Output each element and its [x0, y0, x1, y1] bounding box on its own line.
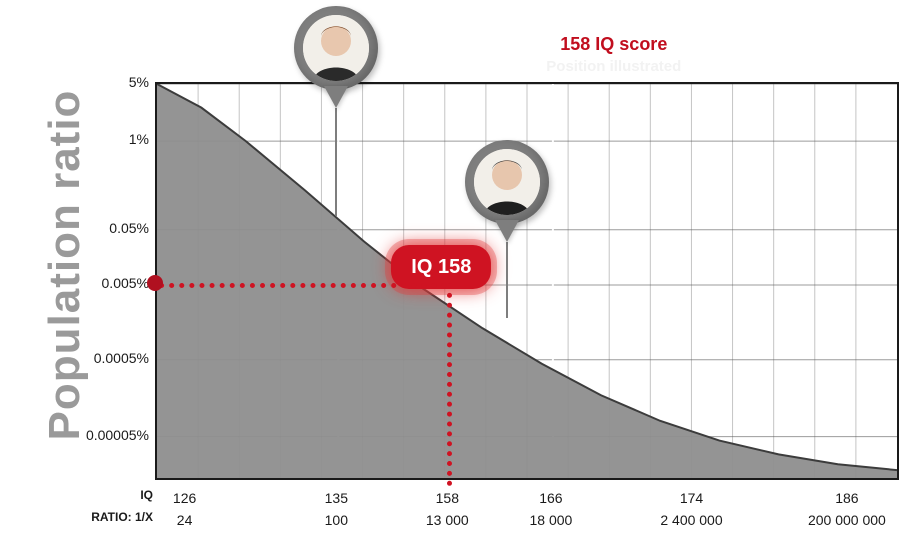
x-tick-iq: 135 — [325, 490, 348, 506]
pin-tail-icon — [324, 86, 348, 108]
pin-stem — [335, 108, 337, 216]
avatar-face-icon — [474, 149, 540, 215]
y-axis-marker-dot — [147, 275, 163, 291]
guide-horizontal — [149, 283, 447, 288]
chart-stage: Population ratio 158 IQ score Position i… — [0, 0, 900, 542]
header-iq-score: 158 IQ score — [560, 34, 667, 55]
person-a-pin — [294, 6, 378, 216]
pin-stem — [506, 242, 508, 318]
x-tick-ratio: 200 000 000 — [808, 512, 886, 528]
header-subtitle: Position illustrated — [546, 58, 681, 75]
x-tick-ratio: 18 000 — [529, 512, 572, 528]
y-tick-label: 1% — [59, 131, 149, 147]
x-tick-iq: 186 — [835, 490, 858, 506]
avatar-face-icon — [303, 15, 369, 81]
person-b-pin — [465, 140, 549, 318]
avatar-bubble — [465, 140, 549, 224]
y-tick-label: 0.0005% — [59, 350, 149, 366]
x-tick-ratio: 24 — [177, 512, 193, 528]
x-tick-iq: 158 — [436, 490, 459, 506]
x-row-iq-title: IQ — [140, 488, 153, 502]
pin-tail-icon — [495, 220, 519, 242]
avatar-bubble — [294, 6, 378, 90]
x-tick-ratio: 13 000 — [426, 512, 469, 528]
x-tick-iq: 174 — [680, 490, 703, 506]
y-axis-title: Population ratio — [40, 55, 90, 475]
guide-vertical — [447, 283, 452, 486]
y-tick-label: 0.05% — [59, 220, 149, 236]
x-tick-iq: 166 — [539, 490, 562, 506]
y-tick-label: 0.00005% — [59, 427, 149, 443]
x-tick-iq: 126 — [173, 490, 196, 506]
x-tick-ratio: 100 — [325, 512, 348, 528]
y-tick-label: 0.005% — [59, 275, 149, 291]
y-tick-label: 5% — [59, 74, 149, 90]
x-row-ratio-title: RATIO: 1/X — [91, 510, 153, 524]
x-tick-ratio: 2 400 000 — [660, 512, 722, 528]
